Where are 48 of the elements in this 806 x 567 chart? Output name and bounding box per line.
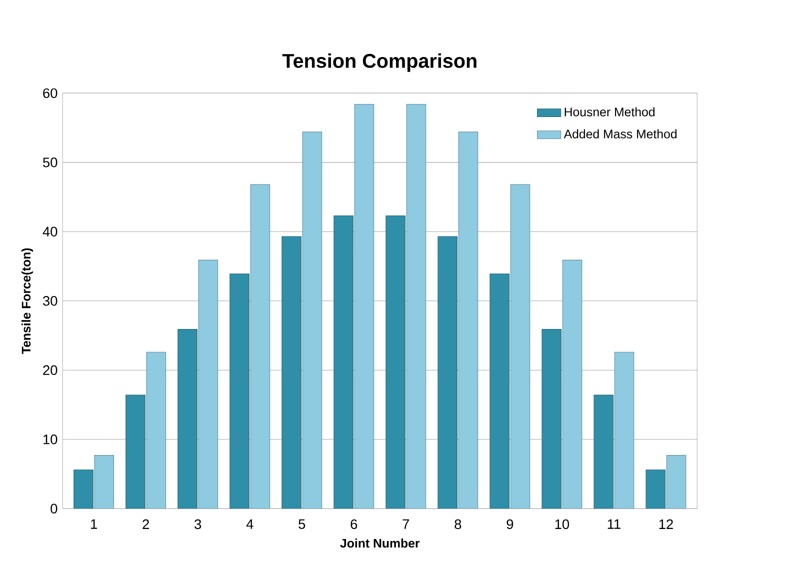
y-tick-label: 0 [50,504,58,514]
y-tick-label: 50 [43,157,58,168]
bar [334,215,354,508]
y-axis-title: Tensile Force(ton) [21,248,34,354]
y-tick-label: 40 [42,226,58,236]
bar [126,394,146,508]
bar [282,236,302,508]
y-tick-label: 10 [44,434,58,444]
x-tick-label: 5 [298,519,306,529]
bar [302,132,322,508]
x-tick-label: 4 [246,519,254,529]
bar [198,260,218,508]
x-tick-label: 9 [506,519,514,529]
bar [438,236,458,508]
bar [74,469,94,508]
x-tick-label: 7 [402,519,410,529]
bar [646,469,666,508]
bar [490,273,510,508]
bar [406,104,426,508]
y-tick-label: 20 [43,365,58,375]
bar [386,215,406,508]
bar [94,454,114,508]
bar [666,454,686,508]
bar [354,104,374,508]
x-axis-title: Joint Number [340,538,420,548]
chart-title: Tension Comparison [282,53,476,72]
bar [562,260,582,508]
bar [230,273,250,508]
x-tick-label: 2 [142,519,149,529]
bar [458,132,478,508]
x-tick-label: 1 [91,519,97,529]
y-tick-label: 30 [42,296,58,306]
y-tick-label: 60 [43,88,58,98]
legend-label: Housner Method [564,107,654,116]
x-tick-label: 6 [350,519,358,529]
bar [594,394,614,508]
legend-label: Added Mass Method [564,129,676,138]
bar [542,328,562,508]
bar [250,184,270,508]
x-tick-label: 11 [608,519,620,529]
bar [614,352,634,508]
x-tick-label: 12 [659,519,673,529]
bar [510,184,530,508]
x-tick-label: 10 [555,519,570,529]
bar [178,328,198,508]
bar [146,352,166,508]
x-tick-label: 3 [194,519,202,529]
x-tick-label: 8 [454,519,462,529]
